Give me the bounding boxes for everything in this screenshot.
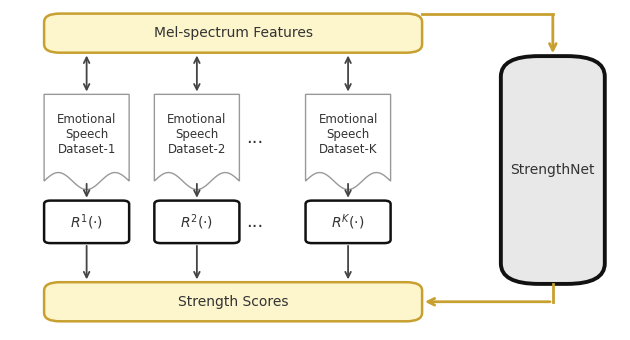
Text: Emotional
Speech
Dataset-K: Emotional Speech Dataset-K: [318, 113, 378, 156]
Polygon shape: [306, 95, 391, 189]
FancyBboxPatch shape: [154, 201, 239, 243]
Text: ...: ...: [246, 129, 264, 147]
Text: Strength Scores: Strength Scores: [178, 295, 289, 309]
Text: $R^1(\cdot)$: $R^1(\cdot)$: [70, 212, 103, 232]
Text: Emotional
Speech
Dataset-1: Emotional Speech Dataset-1: [57, 113, 117, 156]
Polygon shape: [44, 95, 129, 189]
FancyBboxPatch shape: [44, 14, 422, 53]
Text: $R^2(\cdot)$: $R^2(\cdot)$: [180, 212, 214, 232]
Text: Emotional
Speech
Dataset-2: Emotional Speech Dataset-2: [167, 113, 227, 156]
Text: $R^K(\cdot)$: $R^K(\cdot)$: [331, 212, 365, 232]
Text: StrengthNet: StrengthNet: [510, 163, 595, 177]
FancyBboxPatch shape: [306, 201, 391, 243]
FancyBboxPatch shape: [44, 282, 422, 321]
Text: Mel-spectrum Features: Mel-spectrum Features: [154, 26, 312, 40]
Polygon shape: [154, 95, 239, 189]
Text: ...: ...: [246, 213, 264, 231]
FancyBboxPatch shape: [44, 201, 129, 243]
FancyBboxPatch shape: [501, 56, 605, 284]
